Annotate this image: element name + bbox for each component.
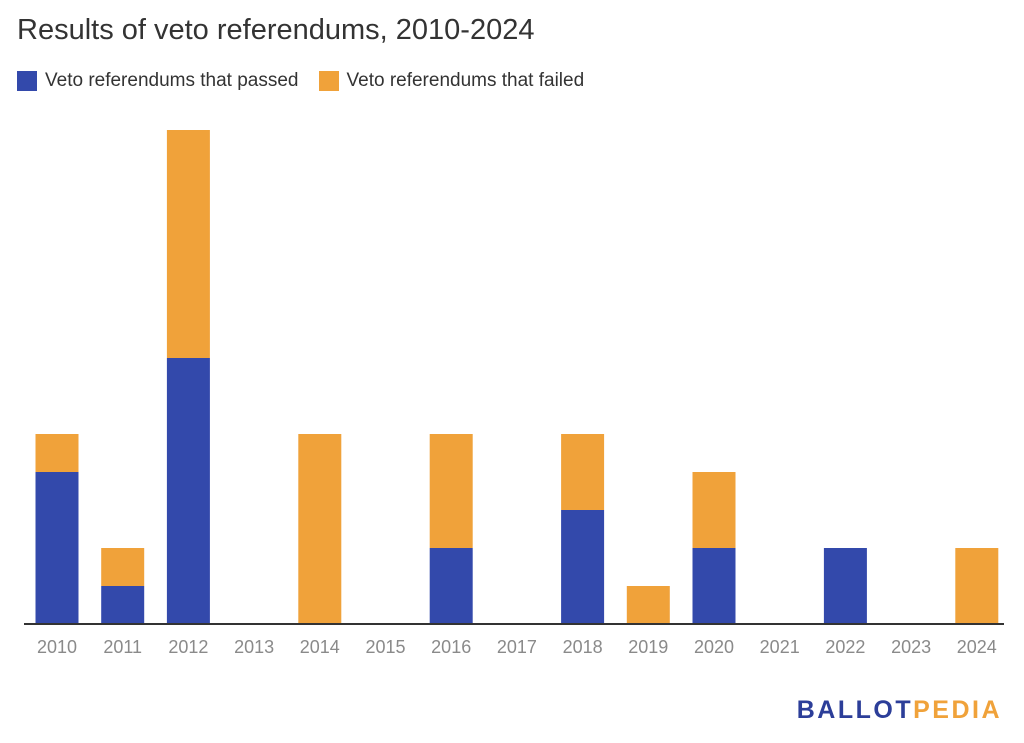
bar-failed-2011 <box>101 548 145 586</box>
bar-failed-2012 <box>166 130 210 358</box>
x-tick-label-2020: 2020 <box>694 637 734 657</box>
x-tick-label-2021: 2021 <box>760 637 800 657</box>
bar-failed-2019 <box>626 586 670 624</box>
x-tick-label-2022: 2022 <box>825 637 865 657</box>
bar-failed-2018 <box>561 434 605 510</box>
x-tick-label-2010: 2010 <box>37 637 77 657</box>
x-tick-label-2023: 2023 <box>891 637 931 657</box>
bar-failed-2016 <box>429 434 473 548</box>
bar-passed-2010 <box>35 472 79 624</box>
x-tick-label-2019: 2019 <box>628 637 668 657</box>
bar-failed-2010 <box>35 434 79 472</box>
x-tick-label-2012: 2012 <box>168 637 208 657</box>
chart-legend: Veto referendums that passed Veto refere… <box>17 70 584 92</box>
bar-passed-2012 <box>166 358 210 624</box>
logo-pedia-text: PEDIA <box>913 696 1002 724</box>
x-tick-label-2017: 2017 <box>497 637 537 657</box>
legend-label-passed: Veto referendums that passed <box>45 70 299 91</box>
logo-ballot-text: BALLOT <box>796 696 914 724</box>
legend-item-passed: Veto referendums that passed <box>17 70 299 92</box>
x-tick-label-2016: 2016 <box>431 637 471 657</box>
legend-swatch-failed <box>318 71 339 91</box>
chart-title: Results of veto referendums, 2010-2024 <box>17 14 535 46</box>
legend-swatch-passed <box>17 71 37 91</box>
bar-passed-2022 <box>823 548 867 624</box>
x-tick-label-2011: 2011 <box>103 637 142 657</box>
legend-item-failed: Veto referendums that failed <box>318 70 585 92</box>
bar-passed-2020 <box>692 548 736 624</box>
bar-passed-2016 <box>429 548 473 624</box>
x-tick-label-2024: 2024 <box>957 637 997 657</box>
bar-failed-2024 <box>955 548 999 624</box>
bar-failed-2014 <box>298 434 342 624</box>
x-tick-label-2018: 2018 <box>563 637 603 657</box>
x-tick-label-2015: 2015 <box>365 637 405 657</box>
x-tick-label-2014: 2014 <box>300 637 340 657</box>
legend-label-failed: Veto referendums that failed <box>346 70 585 91</box>
ballotpedia-logo: BALLOTPEDIA <box>797 696 1002 725</box>
bar-passed-2011 <box>101 586 145 624</box>
bar-failed-2020 <box>692 472 736 548</box>
x-tick-label-2013: 2013 <box>234 637 274 657</box>
bar-passed-2018 <box>561 510 605 624</box>
